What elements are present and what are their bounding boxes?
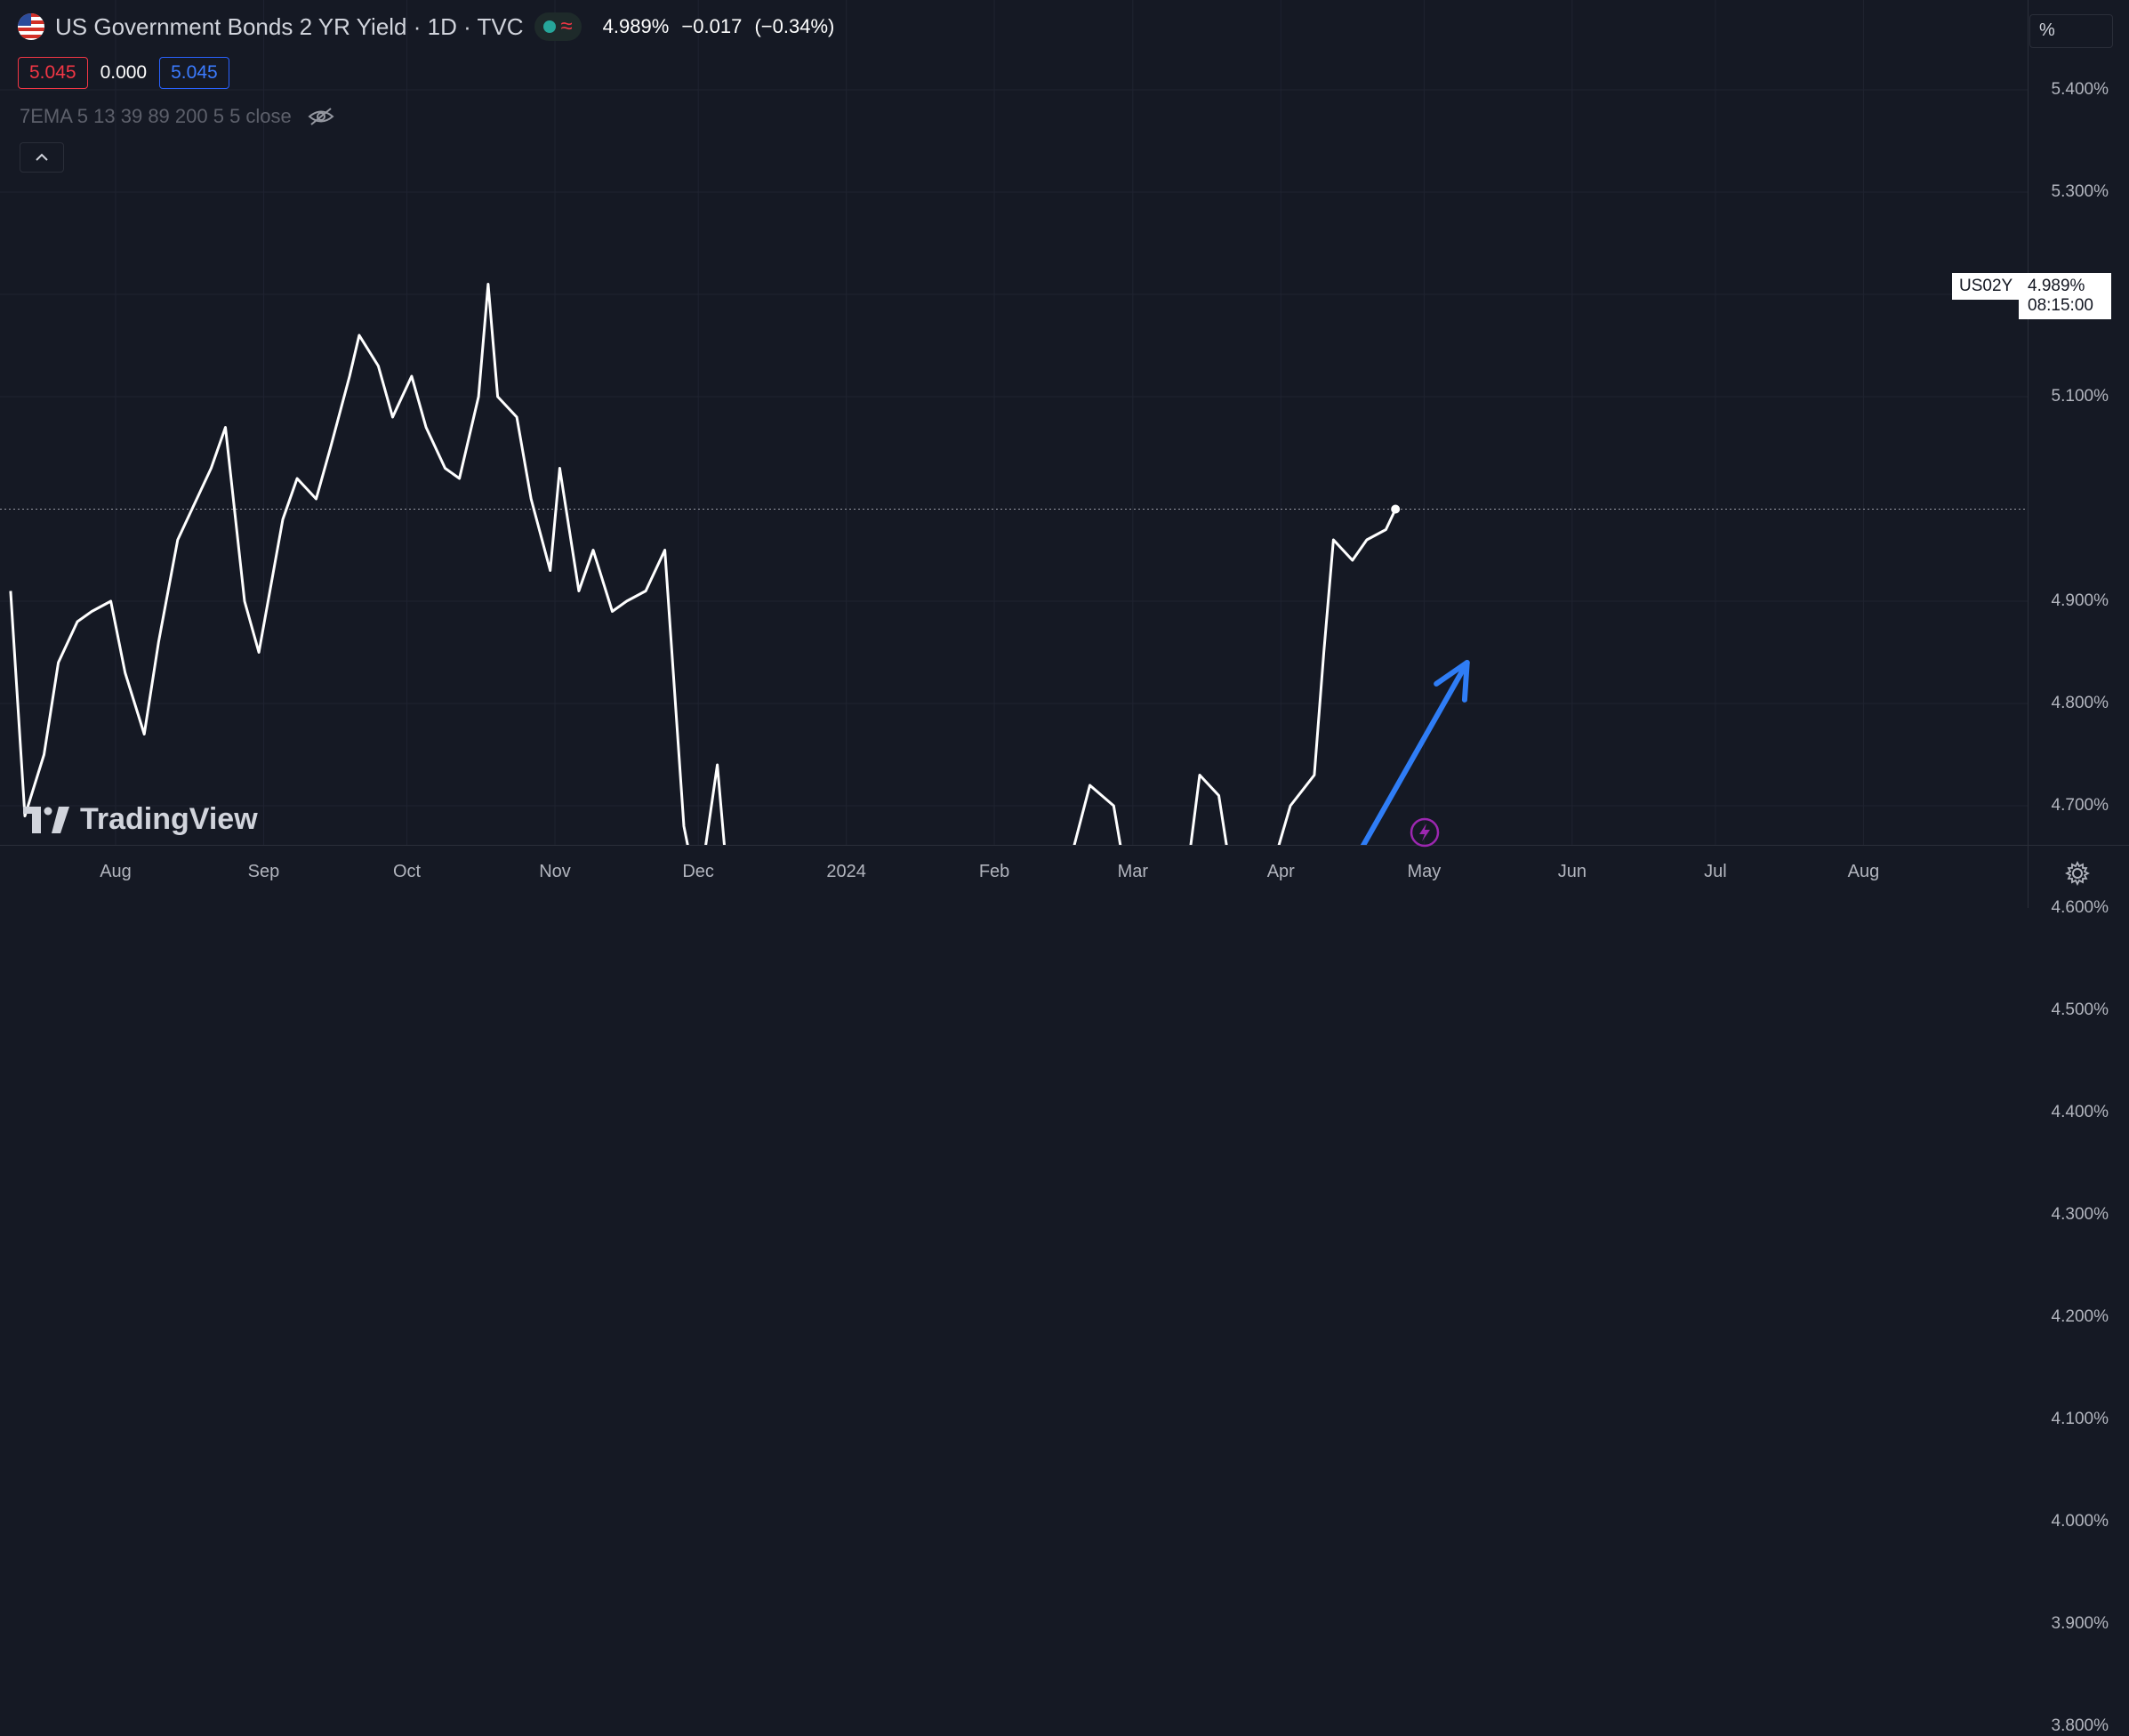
last-price: 4.989% (602, 15, 670, 37)
price-tick-label: 4.700% (2051, 796, 2109, 815)
chevron-up-icon (36, 153, 48, 161)
price-tick-label: 5.300% (2051, 182, 2109, 201)
unit-toggle[interactable]: % (2029, 14, 2113, 48)
time-tick-label: Dec (682, 862, 714, 881)
price-tick-label: 4.000% (2051, 1512, 2109, 1531)
price-tick-label: 4.800% (2051, 694, 2109, 712)
time-tick-label: May (1407, 862, 1442, 881)
market-status[interactable]: ≈ (534, 12, 582, 41)
time-tick-label: Nov (539, 862, 571, 881)
delay-icon: ≈ (560, 14, 573, 38)
time-tick-label: Oct (393, 862, 422, 881)
tv-logo-icon (23, 806, 69, 833)
time-tick-label: Apr (1266, 862, 1295, 881)
price-tick-label: 4.100% (2051, 1410, 2109, 1428)
trend-arrow-head (1434, 660, 1470, 703)
annotation-layer (1034, 660, 1470, 1422)
lightning-icon[interactable] (1409, 816, 1441, 848)
time-tick-label: Mar (1117, 862, 1149, 881)
time-tick-label: Aug (1847, 862, 1880, 881)
bid-box[interactable]: 5.045 (18, 57, 88, 89)
yield-series-line (9, 283, 1397, 1370)
price-tick-label: 3.900% (2051, 1614, 2109, 1633)
bar-countdown: 08:15:00 (2028, 296, 2093, 315)
gear-icon[interactable] (2065, 861, 2090, 886)
ask-box[interactable]: 5.045 (159, 57, 229, 89)
trend-arrow-line (1034, 660, 1470, 1422)
price-tick-label: 3.800% (2051, 1716, 2109, 1735)
quote-values: 4.989% −0.017 (−0.34%) (603, 15, 842, 38)
time-tick-label: Sep (247, 862, 280, 881)
symbol-title[interactable]: US Government Bonds 2 YR Yield · 1D · TV… (55, 12, 524, 40)
time-tick-label: 2024 (826, 862, 866, 881)
eye-off-icon[interactable] (308, 107, 334, 126)
value-row: 5.045 0.000 5.045 (18, 57, 229, 89)
axis-corner (2028, 845, 2129, 908)
time-axis[interactable]: Aug Sep Oct Nov Dec 2024 Feb Mar Apr May Jun Jul Aug (0, 845, 2028, 908)
price-tick-label: 4.400% (2051, 1103, 2109, 1121)
price-axis[interactable]: 5.400%5.300%5.200%5.100%4.900%4.800%4.70… (2028, 0, 2129, 1735)
time-tick-label: Aug (100, 862, 132, 881)
price-tick-label: 4.900% (2051, 591, 2109, 610)
price-change: −0.017 (681, 15, 743, 37)
price-tick-label: 5.100% (2051, 387, 2109, 406)
time-tick-label: Jun (1557, 862, 1587, 881)
tradingview-logo: TradingView (23, 802, 258, 837)
series-symbol-tag: US02Y (1952, 273, 2021, 300)
price-tick-label: 4.200% (2051, 1307, 2109, 1326)
chart-legend[interactable]: US Government Bonds 2 YR Yield · 1D · TV… (18, 12, 841, 41)
indicator-legend[interactable]: 7EMA 5 13 39 89 200 5 5 close (20, 105, 334, 128)
last-price-value: 4.989% (2028, 277, 2085, 295)
collapse-legend-button[interactable] (20, 142, 64, 173)
price-tick-label: 4.500% (2051, 1001, 2109, 1019)
market-open-icon (542, 20, 556, 33)
time-tick-label: Feb (978, 862, 1010, 881)
watermark-text: TradingView (80, 802, 258, 836)
unit-label: % (2039, 20, 2055, 40)
price-tick-label: 5.400% (2051, 80, 2109, 99)
time-tick-label: Jul (1704, 862, 1727, 881)
us-flag-icon (18, 13, 44, 40)
price-tick-label: 4.300% (2051, 1205, 2109, 1224)
indicator-label[interactable]: 7EMA 5 13 39 89 200 5 5 close (20, 105, 292, 127)
spread-value: 0.000 (100, 62, 148, 83)
last-price-tag: 4.989% 08:15:00 (2019, 273, 2111, 319)
series-layer (9, 283, 1401, 1370)
price-change-percent: (−0.34%) (754, 15, 835, 37)
last-point-marker (1391, 504, 1401, 514)
